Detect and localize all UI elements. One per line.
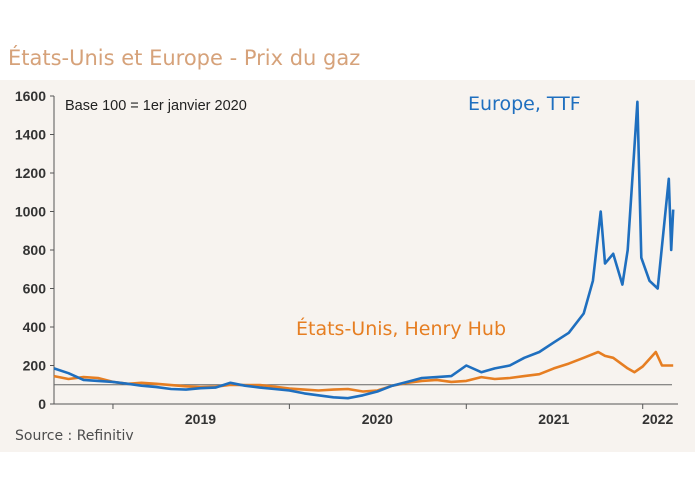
y-tick-label: 1200 (15, 165, 46, 181)
x-axis: 2019 2020 2021 2022 (54, 403, 678, 427)
series-label-europe: Europe, TTF (468, 93, 581, 115)
y-tick-label: 0 (38, 396, 46, 412)
y-tick-label: 800 (23, 242, 47, 258)
y-tick-label: 200 (23, 358, 47, 374)
series-lines (53, 100, 675, 400)
source-note: Source : Refinitiv (15, 428, 134, 444)
y-tick-label: 400 (23, 319, 47, 335)
series-line-europe-ttf (53, 100, 675, 400)
y-tick-label: 1600 (15, 88, 46, 104)
x-tick-label: 2022 (642, 411, 673, 427)
y-tick-label: 1000 (15, 204, 46, 220)
x-tick-label: 2019 (185, 411, 216, 427)
series-label-us: États-Unis, Henry Hub (296, 317, 506, 340)
y-tick-label: 1400 (15, 127, 46, 143)
y-axis: 0 200 400 600 800 1000 1200 1400 1600 (15, 88, 55, 412)
chart-title: États-Unis et Europe - Prix du gaz (8, 46, 361, 70)
y-tick-label: 600 (23, 281, 47, 297)
x-tick-label: 2021 (538, 411, 569, 427)
base-annotation: Base 100 = 1er janvier 2020 (65, 98, 247, 114)
x-tick-label: 2020 (362, 411, 393, 427)
